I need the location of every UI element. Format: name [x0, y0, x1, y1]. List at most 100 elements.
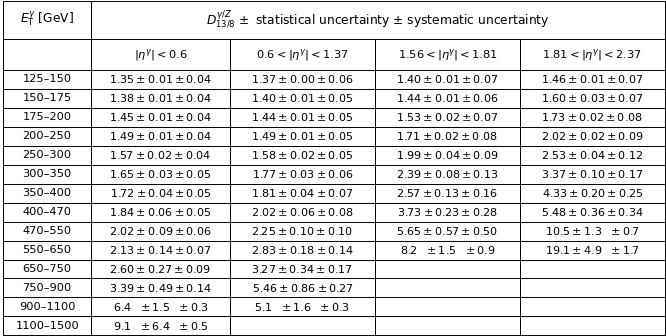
Text: 175–200: 175–200	[23, 112, 72, 122]
Text: $9.1\ \ \pm 6.4\ \ \pm 0.5$: $9.1\ \ \pm 6.4\ \ \pm 0.5$	[113, 320, 208, 332]
Text: $1.44 \pm 0.01 \pm 0.05$: $1.44 \pm 0.01 \pm 0.05$	[251, 111, 354, 123]
Bar	[3, 165, 91, 184]
Text: $1.73 \pm 0.02 \pm 0.08$: $1.73 \pm 0.02 \pm 0.08$	[541, 111, 643, 123]
Bar	[519, 146, 665, 165]
Bar	[3, 127, 91, 146]
Text: $2.57 \pm 0.13 \pm 0.16$: $2.57 \pm 0.13 \pm 0.16$	[396, 187, 498, 199]
Text: $2.02 \pm 0.09 \pm 0.06$: $2.02 \pm 0.09 \pm 0.06$	[109, 225, 212, 237]
Bar	[91, 1, 665, 39]
Bar	[91, 241, 230, 259]
Text: $1.57 \pm 0.02 \pm 0.04$: $1.57 \pm 0.02 \pm 0.04$	[109, 149, 212, 161]
Bar	[375, 203, 519, 222]
Text: $1.40 \pm 0.01 \pm 0.07$: $1.40 \pm 0.01 \pm 0.07$	[396, 74, 499, 85]
Text: $1.84 \pm 0.06 \pm 0.05$: $1.84 \pm 0.06 \pm 0.05$	[109, 206, 212, 218]
Bar	[3, 279, 91, 297]
Bar	[375, 259, 519, 279]
Text: $1.45 \pm 0.01 \pm 0.04$: $1.45 \pm 0.01 \pm 0.04$	[109, 111, 212, 123]
Bar	[91, 165, 230, 184]
Bar	[91, 39, 230, 70]
Text: $1.77 \pm 0.03 \pm 0.06$: $1.77 \pm 0.03 \pm 0.06$	[252, 168, 353, 180]
Text: 1100–1500: 1100–1500	[15, 321, 79, 331]
Text: $19.1 \pm 4.9\ \ \pm 1.7$: $19.1 \pm 4.9\ \ \pm 1.7$	[545, 244, 639, 256]
Text: $E_{\mathrm{T}}^{\gamma}$ [GeV]: $E_{\mathrm{T}}^{\gamma}$ [GeV]	[20, 10, 74, 30]
Bar	[91, 317, 230, 335]
Bar	[3, 184, 91, 203]
Text: $5.48 \pm 0.36 \pm 0.34$: $5.48 \pm 0.36 \pm 0.34$	[541, 206, 644, 218]
Text: $1.60 \pm 0.03 \pm 0.07$: $1.60 \pm 0.03 \pm 0.07$	[541, 92, 643, 104]
Bar	[375, 89, 519, 108]
Bar	[230, 108, 375, 127]
Bar	[375, 184, 519, 203]
Bar	[519, 317, 665, 335]
Bar	[3, 203, 91, 222]
Text: $2.53 \pm 0.04 \pm 0.12$: $2.53 \pm 0.04 \pm 0.12$	[541, 149, 643, 161]
Bar	[3, 259, 91, 279]
Text: $4.33 \pm 0.20 \pm 0.25$: $4.33 \pm 0.20 \pm 0.25$	[541, 187, 643, 199]
Text: $1.53 \pm 0.02 \pm 0.07$: $1.53 \pm 0.02 \pm 0.07$	[396, 111, 499, 123]
Bar	[3, 89, 91, 108]
Text: $1.71 \pm 0.02 \pm 0.08$: $1.71 \pm 0.02 \pm 0.08$	[396, 130, 498, 142]
Bar	[375, 241, 519, 259]
Bar	[519, 259, 665, 279]
Text: $5.46 \pm 0.86 \pm 0.27$: $5.46 \pm 0.86 \pm 0.27$	[252, 282, 354, 294]
Text: $3.73 \pm 0.23 \pm 0.28$: $3.73 \pm 0.23 \pm 0.28$	[397, 206, 498, 218]
Text: 350–400: 350–400	[23, 188, 72, 198]
Bar	[519, 279, 665, 297]
Bar	[230, 222, 375, 241]
Bar	[230, 241, 375, 259]
Text: $1.49 \pm 0.01 \pm 0.04$: $1.49 \pm 0.01 \pm 0.04$	[109, 130, 212, 142]
Text: $3.39 \pm 0.49 \pm 0.14$: $3.39 \pm 0.49 \pm 0.14$	[109, 282, 212, 294]
Bar	[91, 146, 230, 165]
Bar	[519, 203, 665, 222]
Text: 900–1100: 900–1100	[19, 302, 75, 312]
Bar	[519, 89, 665, 108]
Bar	[230, 127, 375, 146]
Text: $1.46 \pm 0.01 \pm 0.07$: $1.46 \pm 0.01 \pm 0.07$	[541, 74, 643, 85]
Bar	[91, 279, 230, 297]
Text: $2.02 \pm 0.06 \pm 0.08$: $2.02 \pm 0.06 \pm 0.08$	[251, 206, 354, 218]
Bar	[375, 146, 519, 165]
Bar	[3, 146, 91, 165]
Bar	[3, 1, 91, 39]
Bar	[375, 70, 519, 89]
Text: $D_{13/8}^{\gamma/Z}\,\pm$ statistical uncertainty $\pm$ systematic uncertainty: $D_{13/8}^{\gamma/Z}\,\pm$ statistical u…	[206, 9, 549, 31]
Bar	[230, 279, 375, 297]
Bar	[91, 89, 230, 108]
Bar	[91, 70, 230, 89]
Text: $1.81 < |\eta^{\gamma}| < 2.37$: $1.81 < |\eta^{\gamma}| < 2.37$	[542, 47, 642, 62]
Bar	[519, 241, 665, 259]
Bar	[3, 39, 91, 70]
Bar	[375, 317, 519, 335]
Bar	[3, 70, 91, 89]
Text: $1.72 \pm 0.04 \pm 0.05$: $1.72 \pm 0.04 \pm 0.05$	[110, 187, 211, 199]
Text: $1.35 \pm 0.01 \pm 0.04$: $1.35 \pm 0.01 \pm 0.04$	[109, 74, 212, 85]
Bar	[91, 222, 230, 241]
Bar	[91, 297, 230, 317]
Text: 550–650: 550–650	[23, 245, 72, 255]
Text: $1.58 \pm 0.02 \pm 0.05$: $1.58 \pm 0.02 \pm 0.05$	[251, 149, 354, 161]
Text: 300–350: 300–350	[23, 169, 72, 179]
Text: $2.39 \pm 0.08 \pm 0.13$: $2.39 \pm 0.08 \pm 0.13$	[396, 168, 499, 180]
Bar	[375, 279, 519, 297]
Bar	[519, 39, 665, 70]
Bar	[375, 108, 519, 127]
Text: $2.02 \pm 0.02 \pm 0.09$: $2.02 \pm 0.02 \pm 0.09$	[541, 130, 643, 142]
Bar	[519, 222, 665, 241]
Text: $2.60 \pm 0.27 \pm 0.09$: $2.60 \pm 0.27 \pm 0.09$	[109, 263, 212, 275]
Bar	[230, 259, 375, 279]
Bar	[230, 89, 375, 108]
Bar	[519, 297, 665, 317]
Text: 200–250: 200–250	[23, 131, 72, 141]
Bar	[91, 184, 230, 203]
Bar	[230, 165, 375, 184]
Text: $0.6 < |\eta^{\gamma}| < 1.37$: $0.6 < |\eta^{\gamma}| < 1.37$	[256, 47, 349, 62]
Bar	[91, 203, 230, 222]
Text: 750–900: 750–900	[23, 283, 72, 293]
Bar	[91, 108, 230, 127]
Bar	[230, 146, 375, 165]
Bar	[375, 165, 519, 184]
Text: $|\eta^{\gamma}| < 0.6$: $|\eta^{\gamma}| < 0.6$	[134, 47, 187, 62]
Text: $1.65 \pm 0.03 \pm 0.05$: $1.65 \pm 0.03 \pm 0.05$	[109, 168, 212, 180]
Bar	[375, 222, 519, 241]
Bar	[519, 108, 665, 127]
